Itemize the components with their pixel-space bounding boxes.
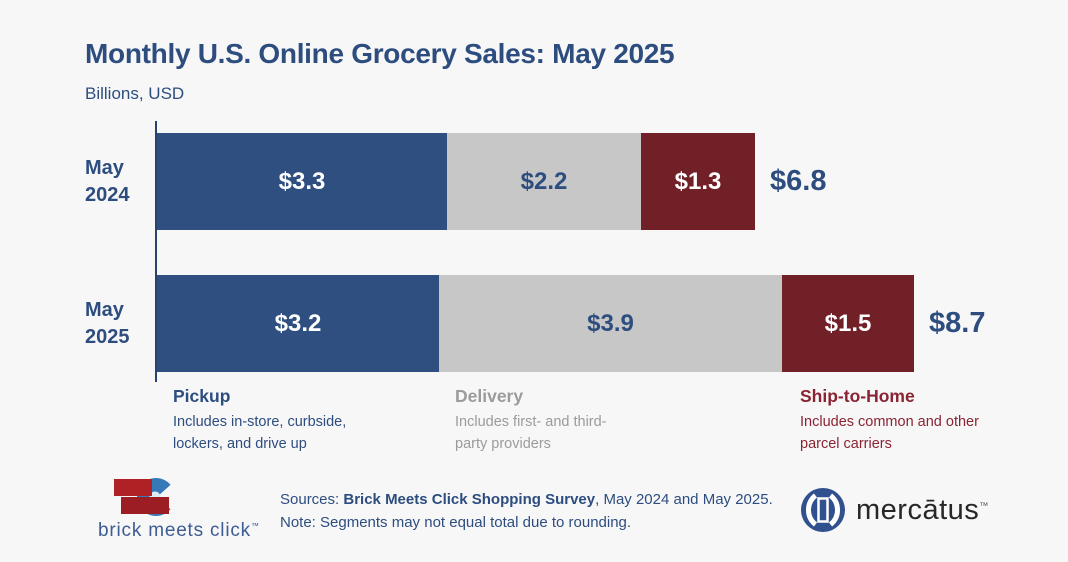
segment-ship-to-home: $1.3 — [641, 133, 755, 230]
legend-desc-pickup: Includes in-store, curbside, lockers, an… — [173, 414, 347, 452]
legend-desc-ship-to-home: Includes common and other parcel carrier… — [800, 414, 979, 452]
page-title: Monthly U.S. Online Grocery Sales: May 2… — [85, 38, 675, 69]
sources-note: Sources: Brick Meets Click Shopping Surv… — [280, 489, 773, 534]
legend-title-pickup: Pickup — [173, 386, 231, 406]
legend-title-ship-to-home: Ship-to-Home — [800, 386, 915, 406]
stacked-bar: $3.3 $2.2 $1.3 — [157, 133, 755, 230]
units-label: Billions, USD — [85, 84, 185, 103]
brick-meets-click-logo: brick meets click™ — [98, 476, 259, 542]
red-brick-icon — [114, 479, 152, 496]
total-label: $8.7 — [929, 307, 986, 339]
bar-row-may-2024: May 2024 $3.3 $2.2 $1.3 $6.8 — [85, 133, 985, 230]
legend-item-ship-to-home: Ship-to-Home Includes common and other p… — [800, 386, 980, 456]
segment-delivery: $2.2 — [447, 133, 641, 230]
total-label: $6.8 — [770, 165, 827, 197]
segment-ship-to-home: $1.5 — [782, 275, 914, 372]
legend-desc-delivery: Includes first- and third-party provider… — [455, 414, 607, 452]
sources-line: Sources: Brick Meets Click Shopping Surv… — [280, 491, 773, 508]
mercatus-logo-icon — [801, 488, 845, 532]
category-label: May 2025 — [85, 298, 130, 348]
mercatus-logo: mercātus™ — [800, 487, 989, 533]
chart: May 2024 $3.3 $2.2 $1.3 $6.8 May 2025 $3.2 $3.9 $1… — [85, 133, 985, 417]
rounding-note: Note: Segments may not equal total due t… — [280, 513, 632, 531]
brick-meets-click-wordmark: brick meets click™ — [98, 520, 259, 541]
segment-pickup: $3.3 — [157, 133, 447, 230]
segment-pickup: $3.2 — [157, 275, 439, 372]
segment-delivery: $3.9 — [439, 275, 782, 372]
legend-title-delivery: Delivery — [455, 386, 524, 406]
bar-row-may-2025: May 2025 $3.2 $3.9 $1.5 $8.7 — [85, 275, 985, 372]
legend-item-delivery: Delivery Includes first- and third-party… — [455, 386, 625, 456]
category-label: May 2024 — [85, 156, 130, 206]
brick-meets-click-logo-icon — [98, 476, 238, 516]
mercatus-wordmark: mercātus™ — [856, 493, 989, 526]
stacked-bar: $3.2 $3.9 $1.5 — [157, 275, 914, 372]
legend-item-pickup: Pickup Includes in-store, curbside, lock… — [173, 386, 368, 456]
y-axis-line — [155, 121, 157, 382]
red-brick-icon — [121, 497, 169, 514]
